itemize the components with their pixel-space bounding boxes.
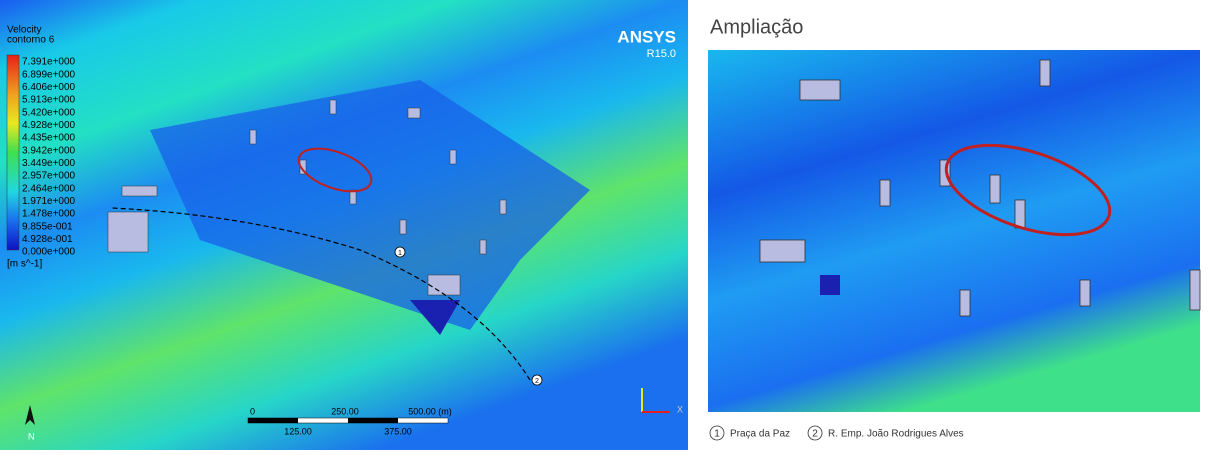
- footer-number: 1: [714, 429, 720, 440]
- colorbar-label: 0.000e+000: [22, 247, 76, 258]
- colorbar-label: 3.942e+000: [22, 145, 76, 156]
- scale-label: 250.00: [331, 406, 359, 416]
- colorbar-label: 6.899e+000: [22, 69, 76, 80]
- colorbar-label: 2.957e+000: [22, 171, 76, 182]
- colorbar-label: 1.971e+000: [22, 196, 76, 207]
- colorbar-label: 3.449e+000: [22, 158, 76, 169]
- scale-label: 0: [250, 406, 255, 416]
- colorbar-label: 5.913e+000: [22, 95, 76, 106]
- colorbar-label: 7.391e+000: [22, 57, 76, 68]
- colorbar-label: 5.420e+000: [22, 107, 76, 118]
- colorbar-label: 6.406e+000: [22, 82, 76, 93]
- footer-label: R. Emp. João Rodrigues Alves: [828, 429, 964, 440]
- scale-bar: [248, 418, 298, 423]
- marker-label: 2: [535, 378, 539, 385]
- colorbar: [7, 55, 19, 250]
- panel-title: Ampliação: [710, 16, 803, 38]
- footer-number: 2: [812, 429, 818, 440]
- axis-label: X: [677, 404, 683, 414]
- colorbar-label: 1.478e+000: [22, 209, 76, 220]
- north: N: [28, 431, 35, 441]
- colorbar-label: 4.435e+000: [22, 133, 76, 144]
- dark-area: [820, 275, 840, 295]
- unit: [m s^-1]: [7, 259, 42, 270]
- scale-bar: [348, 418, 398, 423]
- scale-label: 375.00: [384, 426, 412, 436]
- colorbar-label: 2.464e+000: [22, 183, 76, 194]
- colorbar-label: 4.928e+000: [22, 120, 76, 131]
- legend-subtitle: contorno 6: [7, 35, 55, 46]
- zoom-image: [708, 50, 1200, 412]
- scale-label: 500.00 (m): [408, 406, 452, 416]
- footer-legend: 1 Praça da Paz 2 R. Emp. João Rodrigues Alv…: [710, 426, 964, 440]
- figure: Velocity contorno 6 7.391e+0006.899e+000…: [0, 0, 1211, 450]
- colorbar-label: 9.855e-001: [22, 221, 73, 232]
- colorbar-label: 4.928e-001: [22, 234, 73, 245]
- page: Velocity contorno 6 7.391e+0006.899e+000…: [0, 0, 1211, 450]
- scale-label: 125.00: [284, 426, 312, 436]
- marker-label: 1: [398, 250, 402, 257]
- brand: ANSYS: [617, 27, 676, 46]
- footer-label: Praça da Paz: [730, 429, 790, 440]
- version: R15.0: [647, 48, 676, 60]
